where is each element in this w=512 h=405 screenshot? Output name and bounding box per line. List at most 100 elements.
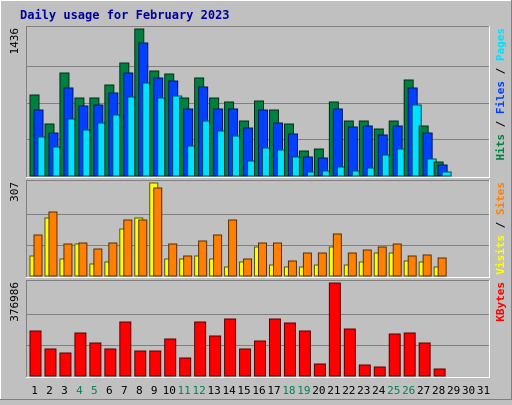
bar-kbytes-kbytes-day-25 xyxy=(388,333,401,377)
bar-kbytes-kbytes-day-20 xyxy=(313,363,326,377)
bar-visits-sites-day-23 xyxy=(362,249,372,277)
bar-kbytes-kbytes-day-4 xyxy=(74,332,87,377)
bar-visits-sites-day-17 xyxy=(272,242,282,277)
legend-separator: / xyxy=(494,61,507,81)
bar-kbytes-kbytes-day-3 xyxy=(59,352,72,377)
panel-hits-legend: Hits / Files / Pages xyxy=(494,28,507,161)
legend-hits: Hits xyxy=(494,134,507,161)
bar-visits-sites-day-9 xyxy=(153,187,163,277)
bar-kbytes-kbytes-day-1 xyxy=(29,330,42,377)
panel-kbytes-max-label: 376986 xyxy=(8,282,21,322)
chart-title: Daily usage for February 2023 xyxy=(20,8,230,22)
bar-kbytes-kbytes-day-7 xyxy=(119,321,132,377)
panel-visits-legend: Visits / Sites xyxy=(494,182,507,275)
bar-hits-files-day-21 xyxy=(332,108,343,177)
x-tick-label-day-11: 11 xyxy=(178,384,191,397)
bar-kbytes-kbytes-day-2 xyxy=(44,348,57,377)
bar-kbytes-kbytes-day-24 xyxy=(373,366,386,377)
legend-visits: Visits xyxy=(494,235,507,275)
x-tick-label-day-25: 25 xyxy=(387,384,400,397)
bar-visits-sites-day-18 xyxy=(287,260,297,277)
legend-separator: / xyxy=(494,215,507,235)
bar-kbytes-kbytes-day-12 xyxy=(194,321,207,377)
x-tick-label-day-18: 18 xyxy=(282,384,295,397)
bar-kbytes-kbytes-day-28 xyxy=(433,368,446,377)
bar-kbytes-kbytes-day-23 xyxy=(358,364,371,377)
x-tick-label-day-28: 28 xyxy=(432,384,445,397)
bar-kbytes-kbytes-day-13 xyxy=(209,335,222,377)
x-tick-label-day-1: 1 xyxy=(31,384,38,397)
bar-visits-sites-day-5 xyxy=(93,248,103,277)
panel-kbytes: 376986 KBytes xyxy=(8,280,507,378)
x-tick-label-day-4: 4 xyxy=(76,384,83,397)
x-tick-label-day-5: 5 xyxy=(91,384,98,397)
bar-visits-sites-day-27 xyxy=(422,254,432,277)
bar-kbytes-kbytes-day-27 xyxy=(418,342,431,377)
bar-visits-sites-day-28 xyxy=(437,257,447,277)
x-tick-label-day-26: 26 xyxy=(402,384,415,397)
x-tick-label-day-15: 15 xyxy=(237,384,250,397)
bar-visits-sites-day-21 xyxy=(332,233,342,277)
x-tick-label-day-22: 22 xyxy=(342,384,355,397)
bar-visits-sites-day-25 xyxy=(392,243,402,277)
bar-kbytes-kbytes-day-14 xyxy=(224,318,237,377)
bar-hits-pages-day-28 xyxy=(441,171,452,177)
x-tick-label-day-29: 29 xyxy=(447,384,460,397)
bar-kbytes-kbytes-day-8 xyxy=(134,350,147,377)
bar-kbytes-kbytes-day-15 xyxy=(239,348,252,377)
x-tick-label-day-16: 16 xyxy=(252,384,265,397)
bar-visits-sites-day-3 xyxy=(63,243,73,277)
bar-visits-sites-day-19 xyxy=(302,252,312,277)
bar-visits-sites-day-6 xyxy=(108,242,118,277)
chart-panels: 1436 Hits / Files / Pages 307 Visits / Site… xyxy=(8,26,507,378)
bar-visits-sites-day-8 xyxy=(138,219,148,277)
bar-kbytes-kbytes-day-18 xyxy=(283,322,296,377)
x-tick-label-day-10: 10 xyxy=(163,384,176,397)
bar-kbytes-kbytes-day-9 xyxy=(149,350,162,377)
bar-visits-sites-day-1 xyxy=(33,234,43,277)
legend-pages: Pages xyxy=(494,28,507,61)
bar-kbytes-kbytes-day-22 xyxy=(343,328,356,377)
bar-visits-sites-day-2 xyxy=(48,211,58,277)
bar-kbytes-kbytes-day-6 xyxy=(104,348,117,377)
bar-visits-sites-day-16 xyxy=(258,242,268,277)
bar-visits-sites-day-15 xyxy=(243,258,253,277)
x-tick-label-day-23: 23 xyxy=(357,384,370,397)
x-tick-label-day-7: 7 xyxy=(121,384,128,397)
legend-kbytes: KBytes xyxy=(494,282,507,322)
x-tick-label-day-6: 6 xyxy=(106,384,113,397)
bar-hits-files-day-22 xyxy=(347,126,358,177)
bar-visits-sites-day-14 xyxy=(228,219,238,277)
legend-sites: Sites xyxy=(494,182,507,215)
x-tick-label-day-13: 13 xyxy=(207,384,220,397)
panel-visits: 307 Visits / Sites xyxy=(8,180,507,278)
bar-kbytes-kbytes-day-5 xyxy=(89,342,102,377)
bar-visits-sites-day-10 xyxy=(168,243,178,277)
bar-visits-sites-day-22 xyxy=(347,252,357,277)
bar-kbytes-kbytes-day-16 xyxy=(254,340,267,377)
x-tick-label-day-2: 2 xyxy=(46,384,53,397)
x-tick-label-day-21: 21 xyxy=(327,384,340,397)
x-tick-label-day-24: 24 xyxy=(372,384,386,397)
bar-visits-sites-day-13 xyxy=(213,234,223,277)
panel-hits: 1436 Hits / Files / Pages xyxy=(8,26,507,178)
x-tick-label-day-20: 20 xyxy=(312,384,325,397)
bar-kbytes-kbytes-day-11 xyxy=(179,357,192,377)
panel-hits-max-label: 1436 xyxy=(8,28,21,55)
x-axis-tick-labels: 1 2 3 4 5 6 7 8 9 10 11 12 13 14 15 16 17 18 19 20 21 22 23 24 2… xyxy=(31,384,490,397)
x-tick-label-day-14: 14 xyxy=(222,384,236,397)
x-tick-label-day-12: 12 xyxy=(193,384,206,397)
bar-kbytes-kbytes-day-17 xyxy=(268,318,281,377)
x-tick-label-day-19: 19 xyxy=(297,384,310,397)
x-tick-label-day-8: 8 xyxy=(136,384,143,397)
x-tick-label-day-17: 17 xyxy=(267,384,280,397)
bar-visits-sites-day-20 xyxy=(317,252,327,277)
x-tick-label-day-31: 31 xyxy=(477,384,490,397)
panel-kbytes-legend: KBytes xyxy=(494,282,507,322)
panel-visits-max-label: 307 xyxy=(8,182,21,202)
bar-visits-sites-day-4 xyxy=(78,242,88,277)
bar-kbytes-kbytes-day-26 xyxy=(403,332,416,377)
x-tick-label-day-30: 30 xyxy=(462,384,475,397)
